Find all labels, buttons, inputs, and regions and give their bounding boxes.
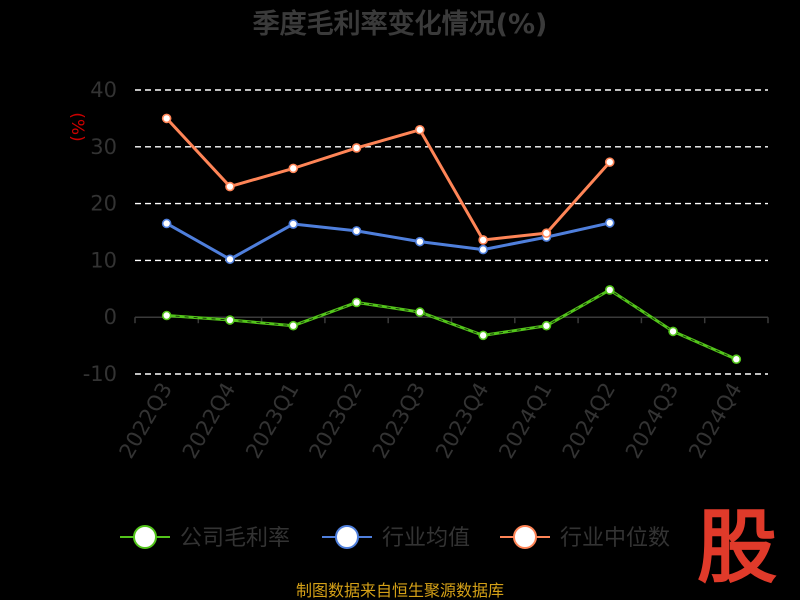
data-point[interactable] xyxy=(415,236,425,247)
legend-label: 公司毛利率 xyxy=(180,526,290,551)
x-tick-label: 2023Q4 xyxy=(431,379,493,463)
x-axis xyxy=(134,316,769,324)
x-tick-label: 2024Q2 xyxy=(558,379,620,463)
data-point[interactable] xyxy=(225,181,235,192)
y-tick-label: 20 xyxy=(90,192,117,216)
y-axis-unit: (%) xyxy=(67,112,87,141)
chart-title: 季度毛利率变化情况(%) xyxy=(253,8,548,40)
legend-marker xyxy=(133,525,157,549)
y-tick-label: -10 xyxy=(83,362,117,386)
data-source-note: 制图数据来自恒生聚源数据库 xyxy=(296,581,504,600)
data-point[interactable] xyxy=(351,297,362,308)
x-tick-label: 2023Q2 xyxy=(304,379,366,463)
legend: 公司毛利率 行业均值 行业中位数 xyxy=(120,525,670,551)
data-point[interactable] xyxy=(161,218,172,229)
legend-item[interactable]: 行业均值 xyxy=(322,525,470,551)
series-line xyxy=(165,221,611,261)
data-point[interactable] xyxy=(288,219,299,229)
y-tick-label: 10 xyxy=(90,248,117,272)
data-point[interactable] xyxy=(415,124,425,135)
x-tick-label: 2024Q1 xyxy=(494,379,556,463)
data-point[interactable] xyxy=(668,326,678,337)
series-line xyxy=(166,288,737,361)
data-point[interactable] xyxy=(604,218,615,228)
data-point[interactable] xyxy=(225,254,235,265)
data-point[interactable] xyxy=(478,244,488,255)
data-point[interactable] xyxy=(161,310,172,321)
x-tick-label: 2023Q3 xyxy=(368,379,430,463)
data-point[interactable] xyxy=(604,157,615,167)
x-tick-label: 2024Q3 xyxy=(621,379,683,463)
y-tick-label: 0 xyxy=(104,305,117,329)
data-point[interactable] xyxy=(415,307,425,317)
y-tick-label: 30 xyxy=(90,135,117,159)
x-axis-ticks: 2022Q3 2022Q4 2023Q1 2023Q2 2023Q3 2023Q4 2024… xyxy=(115,379,747,463)
series-line xyxy=(165,117,611,242)
data-point[interactable] xyxy=(288,163,299,174)
x-tick-label: 2022Q3 xyxy=(115,379,177,463)
data-point[interactable] xyxy=(731,354,742,365)
data-point[interactable] xyxy=(351,143,362,153)
data-point[interactable] xyxy=(604,285,615,295)
series-lines xyxy=(161,113,742,365)
legend-marker xyxy=(513,525,537,549)
data-point[interactable] xyxy=(541,320,552,331)
y-tick-label: 40 xyxy=(90,78,117,102)
y-axis-ticks: 40 30 20 10 0 -10 xyxy=(83,78,117,386)
data-point[interactable] xyxy=(225,315,235,325)
x-tick-label: 2023Q1 xyxy=(241,379,303,463)
data-point[interactable] xyxy=(161,113,172,124)
legend-marker xyxy=(335,525,359,549)
legend-item[interactable]: 行业中位数 xyxy=(500,525,670,551)
data-point[interactable] xyxy=(478,235,488,245)
x-tick-label: 2024Q4 xyxy=(684,379,746,463)
data-point[interactable] xyxy=(478,330,488,341)
data-point[interactable] xyxy=(541,228,552,238)
legend-item[interactable]: 公司毛利率 xyxy=(120,525,290,551)
data-point[interactable] xyxy=(288,320,299,331)
legend-label: 行业均值 xyxy=(382,526,470,551)
brand-logo: 股 xyxy=(697,500,777,594)
x-tick-label: 2022Q4 xyxy=(178,379,240,463)
data-point[interactable] xyxy=(351,226,362,236)
legend-label: 行业中位数 xyxy=(560,526,670,551)
